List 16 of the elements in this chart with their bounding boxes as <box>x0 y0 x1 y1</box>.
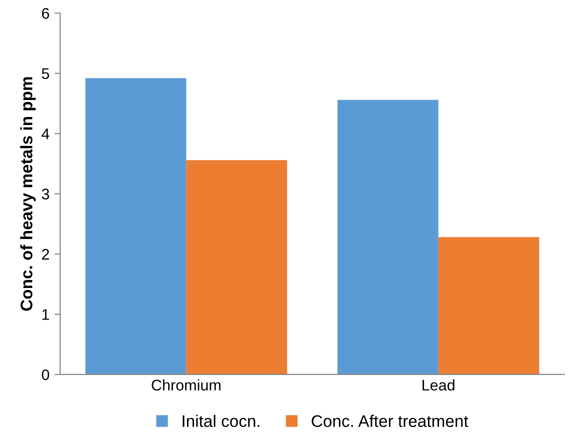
legend-label: Conc. After treatment <box>312 414 468 428</box>
y-tick-label: 4 <box>42 128 50 140</box>
bar <box>186 160 288 374</box>
y-tick-label: 5 <box>42 68 50 80</box>
y-tick-label: 0 <box>42 369 50 380</box>
legend-label: Inital cocn. <box>182 414 260 428</box>
x-tick-label: Lead <box>422 379 454 391</box>
y-axis-title: Conc. of heavy metals in ppm <box>20 77 36 311</box>
x-tick-label: Chromium <box>152 379 220 391</box>
y-tick-label: 2 <box>42 248 49 260</box>
y-tick-label: 3 <box>42 188 50 200</box>
y-tick-label: 6 <box>42 8 50 19</box>
bar <box>85 78 186 374</box>
bar <box>438 237 540 374</box>
y-tick-label: 1 <box>42 309 50 320</box>
bar <box>337 100 438 374</box>
